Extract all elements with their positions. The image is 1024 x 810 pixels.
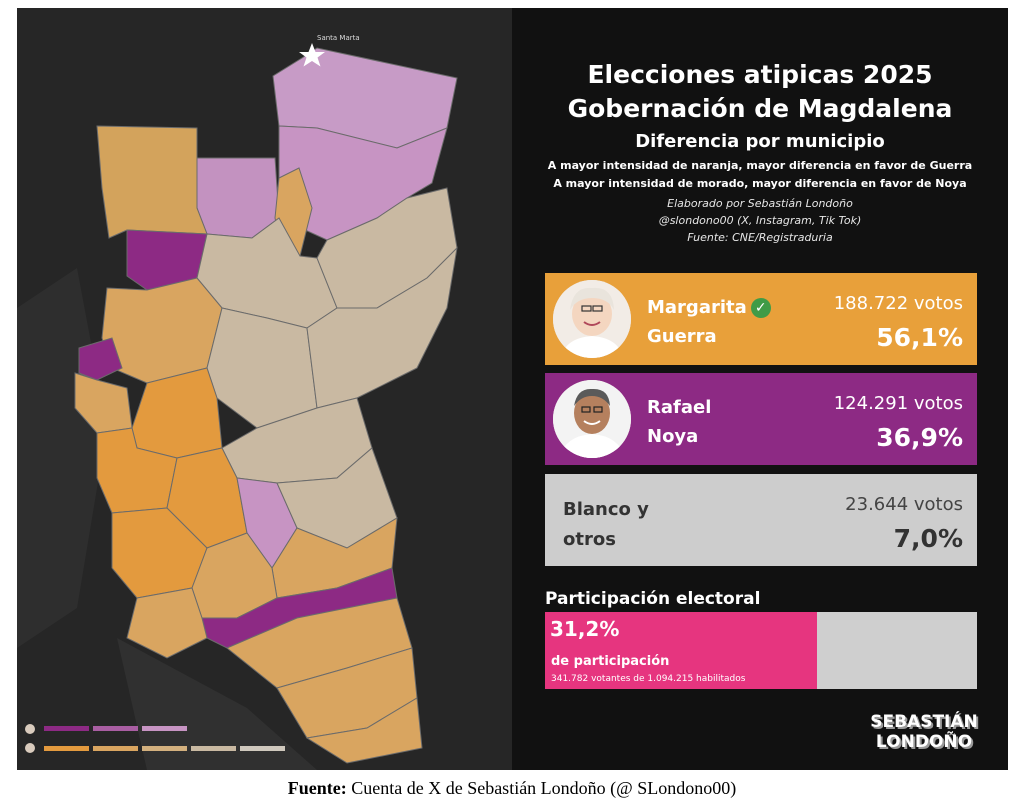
candidate-photo	[553, 280, 631, 358]
candidate-first-name: Rafael	[647, 397, 712, 418]
option-name-line-2: otros	[563, 529, 616, 550]
candidate-name: Margarita ✓ Guerra	[647, 293, 771, 351]
mini-legend	[25, 724, 285, 753]
participation-title: Participación electoral	[545, 589, 761, 609]
legend-swatch	[142, 726, 187, 731]
candidate-card-guerra: Margarita ✓ Guerra 188.722 votos 56,1%	[545, 273, 977, 365]
municipality-zapayan[interactable]	[126, 587, 208, 659]
note-purple: A mayor intensidad de morado, mayor dife…	[553, 177, 967, 190]
municipality-purple-small[interactable]	[78, 337, 123, 381]
credit-handle: @slondono00 (X, Instagram, Tik Tok)	[658, 214, 862, 227]
legend-swatch	[191, 746, 236, 751]
checkmark-icon: ✓	[750, 298, 771, 318]
credit-source: Fuente: CNE/Registraduria	[687, 231, 833, 244]
mini-avatar-icon	[25, 743, 35, 753]
candidate-name: Rafael Noya	[647, 393, 711, 451]
person-avatar-icon	[553, 380, 631, 458]
municipality-map: Santa Marta	[17, 8, 512, 770]
caption-text: Cuenta de X de Sebastián Londoño (@ SLon…	[346, 778, 737, 798]
results-panel: Elecciones atipicas 2025 Gobernación de …	[512, 8, 1008, 770]
card-blank-others: Blanco y otros 23.644 votos 7,0%	[545, 474, 977, 566]
candidate-percentage: 56,1%	[876, 323, 963, 352]
legend-swatch	[93, 746, 138, 751]
candidate-card-noya: Rafael Noya 124.291 votos 36,9%	[545, 373, 977, 465]
city-star-icon	[299, 43, 325, 67]
participation-detail: 341.782 votantes de 1.094.215 habilitado…	[551, 674, 746, 684]
city-label: Santa Marta	[317, 34, 360, 42]
option-name: Blanco y otros	[563, 495, 649, 555]
author-logo: SEBASTIÁN LONDOÑO	[869, 712, 979, 752]
caption-label: Fuente:	[287, 778, 347, 798]
municipality-cienaga-north[interactable]	[196, 157, 280, 239]
logo-line-1: SEBASTIÁN	[870, 712, 978, 732]
participation-percentage: 31,2%	[550, 617, 620, 641]
option-votes: 23.644 votos	[845, 494, 963, 515]
municipality-purple-band[interactable]	[201, 567, 398, 649]
municipality-zona-bananera[interactable]	[96, 125, 208, 239]
credit-author: Elaborado por Sebastián Londoño	[667, 197, 853, 210]
option-percentage: 7,0%	[893, 524, 963, 553]
municipality-el-banco[interactable]	[305, 697, 423, 764]
candidate-votes: 124.291 votos	[833, 393, 963, 414]
candidate-last-name: Guerra	[647, 326, 717, 347]
logo-line-2: LONDOÑO	[875, 732, 973, 752]
legend-swatch	[44, 726, 89, 731]
candidate-photo	[553, 380, 631, 458]
candidate-percentage: 36,9%	[876, 423, 963, 452]
legend-swatch	[44, 746, 89, 751]
note-orange: A mayor intensidad de naranja, mayor dif…	[547, 159, 973, 172]
title-line-2: Gobernación de Magdalena	[567, 94, 953, 123]
candidate-last-name: Noya	[647, 426, 699, 447]
map-panel: Santa Marta	[17, 8, 512, 770]
legend-swatch	[240, 746, 285, 751]
infographic: Santa Marta Elecciones atipicas 2025 Gob…	[17, 8, 1008, 770]
mini-avatar-icon	[25, 724, 35, 734]
legend-swatch	[93, 726, 138, 731]
title-line-1: Elecciones atipicas 2025	[587, 60, 933, 89]
candidate-votes: 188.722 votos	[833, 293, 963, 314]
option-name-line-1: Blanco y	[563, 499, 649, 520]
participation-label: de participación	[551, 654, 670, 669]
legend-swatch	[142, 746, 187, 751]
participation-bar-fill	[545, 612, 817, 689]
candidate-first-name: Margarita	[647, 297, 747, 318]
person-avatar-icon	[553, 280, 631, 358]
terrain-shade-south	[117, 638, 317, 770]
subtitle: Diferencia por municipio	[635, 131, 885, 152]
source-caption: Fuente: Cuenta de X de Sebastián Londoño…	[0, 778, 1024, 799]
participation-bar: 31,2% de participación 341.782 votantes …	[545, 612, 977, 689]
